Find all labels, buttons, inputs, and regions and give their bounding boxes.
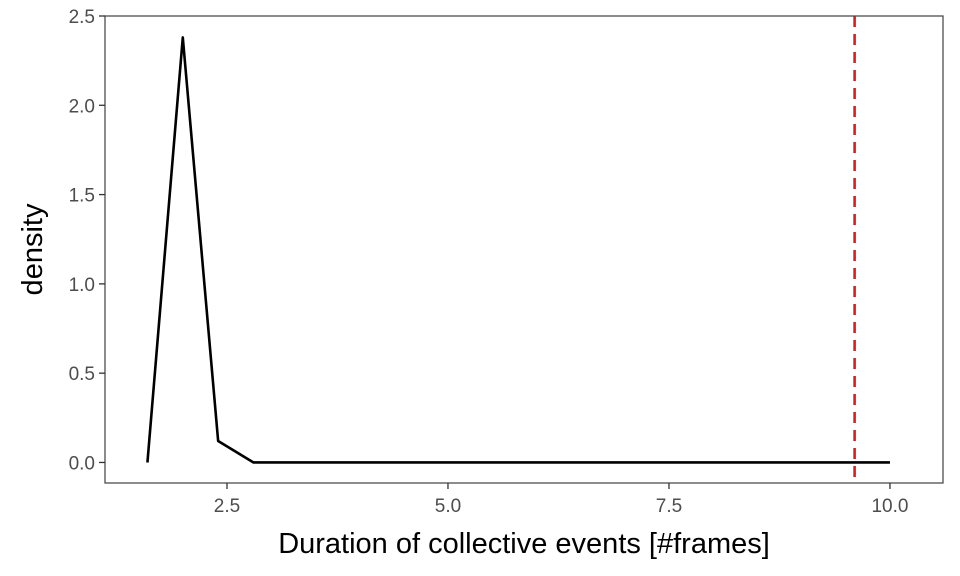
series-group — [146, 36, 890, 464]
x-tick-label: 2.5 — [214, 496, 240, 517]
density-line-0 — [146, 36, 890, 464]
y-tick-label: 2.5 — [69, 7, 95, 28]
y-tick-label: 2.0 — [69, 96, 95, 117]
x-tick-label: 7.5 — [656, 496, 682, 517]
y-axis-title: density — [17, 203, 49, 295]
y-tick-label: 1.0 — [69, 275, 95, 296]
y-tick-label: 1.5 — [69, 186, 95, 207]
x-tick-label: 10.0 — [871, 496, 908, 517]
y-tick-label: 0.0 — [69, 453, 95, 474]
x-axis-title: Duration of collective events [#frames] — [278, 528, 770, 560]
y-tick-label: 0.5 — [69, 364, 95, 385]
y-axis: 0.0 0.5 1.0 1.5 2.0 2.5 — [69, 7, 105, 474]
x-axis: 2.5 5.0 7.5 10.0 — [214, 483, 908, 517]
panel-border — [104, 15, 944, 484]
x-tick-label: 5.0 — [435, 496, 461, 517]
